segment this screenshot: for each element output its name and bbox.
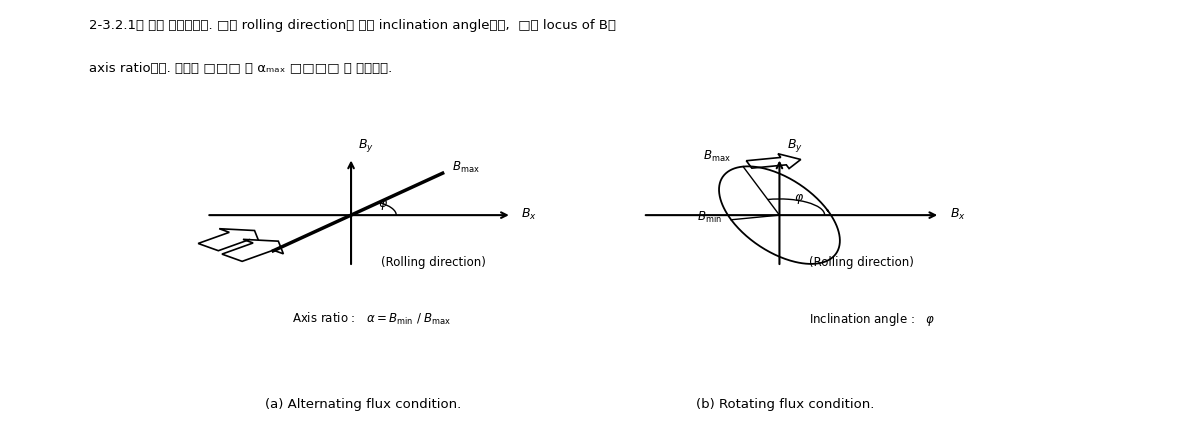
Polygon shape	[746, 154, 801, 169]
Text: $\it{B}_{\rm max}$: $\it{B}_{\rm max}$	[703, 150, 731, 164]
Polygon shape	[223, 239, 283, 261]
Text: 2-3.2.1과 같이 표현하였다. □는 rolling direction에 대한 inclination angle이고,  □는 locus of B의: 2-3.2.1과 같이 표현하였다. □는 rolling direction에…	[89, 19, 616, 32]
Text: axis ratio이다. 따라서 □□□ 는 αₘₐₓ □□□□ 의 함수이다.: axis ratio이다. 따라서 □□□ 는 αₘₐₓ □□□□ 의 함수이다…	[89, 62, 393, 75]
Text: (Rolling direction): (Rolling direction)	[809, 256, 914, 269]
Text: $\it{B}_x$: $\it{B}_x$	[521, 207, 537, 222]
Text: $\it{\varphi}$: $\it{\varphi}$	[378, 198, 388, 212]
Text: $\it{B}_{\rm min}$: $\it{B}_{\rm min}$	[697, 210, 721, 225]
Text: Inclination angle :   $\it{\varphi}$: Inclination angle : $\it{\varphi}$	[809, 311, 935, 328]
Text: $\it{B}_{\rm max}$: $\it{B}_{\rm max}$	[452, 160, 480, 175]
Text: (a) Alternating flux condition.: (a) Alternating flux condition.	[265, 398, 461, 412]
Text: (Rolling direction): (Rolling direction)	[381, 256, 486, 269]
Text: (b) Rotating flux condition.: (b) Rotating flux condition.	[696, 398, 875, 412]
Text: Axis ratio :   $\alpha = \it{B}_{\rm min}\ /\ \it{B}_{\rm max}$: Axis ratio : $\alpha = \it{B}_{\rm min}\…	[292, 311, 451, 327]
Polygon shape	[199, 229, 259, 250]
Text: $\it{B}_y$: $\it{B}_y$	[787, 137, 802, 154]
Text: $\it{B}_y$: $\it{B}_y$	[358, 137, 374, 154]
Text: $\it{\varphi}$: $\it{\varphi}$	[794, 192, 803, 206]
Text: $\it{B}_x$: $\it{B}_x$	[950, 207, 965, 222]
